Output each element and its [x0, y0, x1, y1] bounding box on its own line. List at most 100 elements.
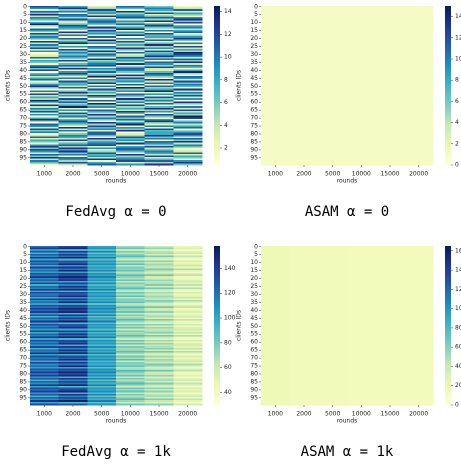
heatmap-cell	[116, 382, 145, 385]
heatmap-cell	[261, 347, 290, 350]
heatmap-cell	[318, 106, 348, 109]
heatmap-cell	[87, 75, 117, 78]
heatmap-cell	[116, 300, 145, 302]
heatmap-cell	[289, 36, 319, 39]
heatmap-cell	[404, 153, 434, 156]
heatmap-cell	[347, 263, 376, 266]
heatmap-cell	[144, 134, 174, 137]
heatmap-cell	[318, 274, 348, 277]
heatmap-cell	[318, 288, 348, 291]
colorbar-tick-label: 2	[455, 140, 459, 147]
heatmap-cell	[58, 158, 88, 161]
heatmap-cell	[116, 40, 145, 43]
heatmap-cell	[347, 330, 376, 333]
heatmap-cell	[289, 352, 319, 355]
heatmap-cell	[347, 253, 376, 256]
heatmap-cell	[87, 31, 117, 34]
heatmap-cell	[318, 368, 348, 371]
heatmap-cell	[318, 21, 348, 24]
heatmap-cell	[30, 17, 59, 20]
heatmap-cell	[87, 246, 117, 248]
heatmap-cell	[375, 106, 405, 109]
heatmap-cell	[116, 290, 145, 293]
heatmap-cell	[173, 163, 203, 166]
heatmap-cell	[116, 271, 145, 274]
heatmap-cell	[58, 99, 88, 102]
heatmap-cell	[173, 131, 203, 134]
heatmap-cell	[116, 352, 145, 355]
heatmap-cell	[261, 333, 290, 336]
heatmap-cell	[144, 301, 174, 304]
heatmap-cell	[144, 374, 174, 377]
heatmap-cell	[87, 306, 117, 309]
heatmap-cell	[347, 112, 376, 115]
heatmap-cell	[318, 354, 348, 357]
heatmap-cell	[289, 292, 319, 294]
heatmap-cell	[289, 39, 319, 42]
heatmap-cell	[261, 246, 290, 248]
heatmap-cell	[30, 61, 59, 64]
heatmap-cell	[261, 134, 290, 137]
heatmap-cell	[87, 346, 117, 349]
heatmap-cell	[30, 114, 59, 117]
heatmap-cell	[144, 362, 174, 364]
heatmap-cell	[261, 292, 290, 294]
heatmap-cell	[144, 336, 174, 339]
heatmap-cell	[375, 17, 405, 20]
heatmap-cell	[404, 292, 434, 294]
heatmap-cell	[87, 40, 117, 43]
heatmap-cell	[261, 315, 290, 318]
heatmap-cell	[87, 147, 117, 150]
heatmap-cell	[261, 287, 290, 290]
heatmap-cell	[144, 296, 174, 299]
heatmap-cell	[30, 304, 59, 307]
heatmap-cell	[144, 144, 174, 147]
heatmap-cell	[318, 285, 348, 288]
heatmap-cell	[289, 263, 319, 266]
heatmap-cell	[261, 36, 290, 39]
heatmap-cell	[318, 61, 348, 64]
heatmap-cell	[347, 109, 376, 112]
heatmap-cell	[289, 290, 319, 293]
heatmap-cell	[289, 155, 319, 158]
heatmap-cell	[58, 114, 88, 117]
heatmap-cell	[30, 45, 59, 48]
heatmap-cell	[116, 314, 145, 317]
heatmap-cell	[144, 82, 174, 85]
heatmap-cell	[87, 271, 117, 274]
heatmap-cell	[116, 368, 145, 371]
heatmap-cell	[116, 6, 145, 8]
heatmap-cell	[375, 260, 405, 263]
heatmap-cell	[30, 249, 59, 252]
heatmap-cell	[30, 290, 59, 293]
y-tick-label: 75	[250, 363, 258, 370]
y-tick-label: 20	[19, 275, 27, 282]
heatmap-cell	[116, 385, 145, 388]
heatmap-cell	[347, 117, 376, 120]
heatmap-cell	[375, 360, 405, 363]
heatmap-cell	[289, 112, 319, 115]
heatmap-cell	[58, 12, 88, 15]
heatmap-cell	[87, 338, 117, 341]
heatmap-cell	[318, 31, 348, 34]
heatmap-cell	[87, 134, 117, 137]
heatmap-cell	[375, 150, 405, 153]
heatmap-cell	[144, 360, 174, 363]
heatmap-cell	[116, 125, 145, 128]
heatmap-cell	[347, 339, 376, 342]
heatmap-cell	[30, 131, 59, 134]
heatmap-cell	[116, 66, 145, 69]
y-tick-label: 50	[250, 83, 258, 90]
y-tick-label: 5	[23, 251, 27, 258]
heatmap-cell	[261, 131, 290, 134]
heatmap-cell	[87, 91, 117, 94]
heatmap-cell	[347, 83, 376, 86]
heatmap-cell	[318, 6, 348, 8]
heatmap-cell	[347, 60, 376, 62]
heatmap-cell	[58, 280, 88, 283]
heatmap-cell	[347, 137, 376, 140]
heatmap-cell	[289, 315, 319, 318]
y-tick-label: 60	[19, 339, 27, 346]
heatmap-cell	[58, 322, 88, 325]
y-tick-label: 60	[19, 99, 27, 106]
